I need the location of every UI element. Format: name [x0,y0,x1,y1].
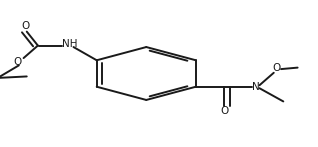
Text: O: O [220,106,229,116]
Text: N: N [252,82,260,92]
Text: O: O [21,21,29,31]
Text: O: O [273,63,281,73]
Text: NH: NH [62,39,77,49]
Text: O: O [13,57,21,67]
